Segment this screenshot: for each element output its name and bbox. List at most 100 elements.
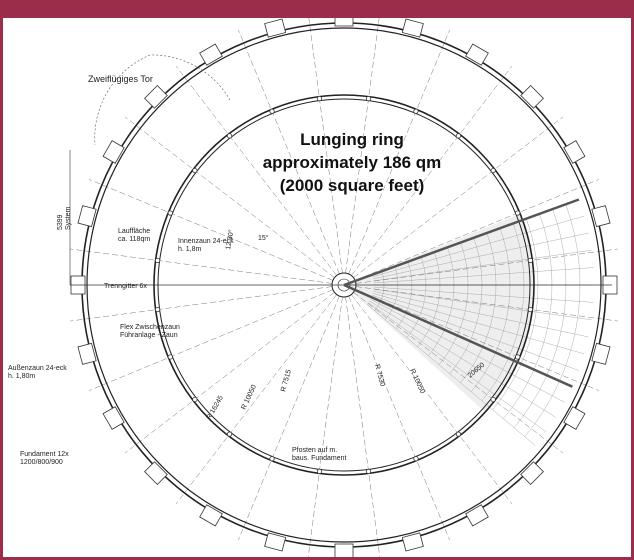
- inner-post: [269, 108, 275, 114]
- inner-post: [316, 96, 323, 102]
- inner-post: [413, 108, 419, 114]
- inner-post: [365, 96, 372, 102]
- inner-post: [316, 468, 323, 474]
- post: [591, 342, 611, 365]
- spoke: [351, 65, 513, 276]
- post: [465, 504, 489, 527]
- spoke: [175, 65, 337, 276]
- spoke: [238, 29, 340, 275]
- spoke: [70, 286, 333, 322]
- post: [264, 18, 287, 38]
- label: baus. Fundament: [292, 455, 347, 462]
- hatch: [374, 271, 385, 311]
- hatch: [406, 256, 427, 338]
- post: [144, 85, 168, 109]
- spoke: [355, 286, 618, 322]
- label: 12,30°: [224, 229, 235, 251]
- hatch: [513, 209, 567, 428]
- post: [334, 543, 354, 557]
- inner-post: [455, 133, 462, 139]
- inner-post: [167, 210, 173, 216]
- divider: [343, 198, 580, 287]
- label: 15°: [258, 234, 269, 242]
- hatch: [395, 261, 413, 329]
- hatch: [524, 204, 581, 437]
- post: [77, 342, 97, 365]
- spoke: [351, 294, 513, 505]
- label: Innenzaun 24-eck: [178, 238, 234, 245]
- post: [102, 406, 125, 430]
- hatch: [366, 304, 536, 446]
- caption: Lunging ring: [300, 130, 404, 149]
- inner-post: [155, 306, 161, 313]
- hatch: [373, 250, 592, 282]
- label: Flex Zwischenzaun: [120, 324, 180, 331]
- inner-post: [365, 468, 372, 474]
- caption: approximately 186 qm: [263, 153, 442, 172]
- spoke: [355, 248, 618, 284]
- label: R 10050: [408, 368, 426, 395]
- spoke: [238, 295, 340, 541]
- inner-post: [515, 354, 521, 360]
- inner-post: [192, 396, 198, 403]
- post: [334, 18, 354, 27]
- hatch: [428, 247, 455, 356]
- label: System: [65, 206, 72, 230]
- label: 5399: [57, 214, 64, 230]
- spoke: [354, 289, 600, 391]
- label: Trenngitter 6x: [104, 283, 147, 290]
- label: Zweiflügiges Tor: [88, 74, 153, 84]
- post: [591, 205, 611, 228]
- post: [401, 18, 424, 38]
- post: [102, 140, 125, 164]
- post: [77, 205, 97, 228]
- label: R 7530: [373, 364, 386, 388]
- hatch: [372, 293, 585, 355]
- inner-post: [155, 257, 161, 264]
- label: 1200/800/900: [20, 459, 63, 466]
- inner-post: [527, 257, 533, 264]
- label: Außenzaun 24-eck: [8, 365, 67, 372]
- inner-post: [226, 133, 233, 139]
- hatch: [373, 291, 589, 338]
- spoke: [353, 116, 564, 278]
- inner-post: [490, 167, 496, 174]
- spoke: [348, 295, 450, 541]
- spoke: [307, 296, 343, 557]
- inner-post: [490, 396, 496, 403]
- inner-post: [413, 456, 419, 462]
- divider: [343, 283, 573, 388]
- drawing: Lunging ring approximately 186 qm (2000 …: [3, 18, 631, 557]
- label: R 16245: [206, 394, 225, 421]
- label: Führanlage - Zaun: [120, 332, 178, 339]
- hatch-sector: [344, 213, 535, 413]
- hatch: [449, 237, 483, 374]
- label: R 10050: [240, 384, 258, 411]
- inner-post: [192, 167, 198, 174]
- hatch: [372, 215, 585, 277]
- spoke: [175, 294, 337, 505]
- label: Fundament 12x: [20, 451, 69, 458]
- spoke: [354, 179, 600, 281]
- hatch: [373, 288, 592, 320]
- label: h. 1,8m: [178, 246, 202, 253]
- label: R 7515: [280, 369, 293, 393]
- hatch: [417, 252, 441, 347]
- spoke: [308, 18, 343, 274]
- post: [264, 532, 287, 552]
- hatch: [373, 232, 589, 279]
- spoke: [353, 292, 564, 454]
- gate: [94, 54, 231, 146]
- inner-post: [269, 456, 275, 462]
- spoke: [124, 116, 335, 278]
- post: [199, 43, 223, 66]
- hatch: [503, 213, 553, 419]
- post: [465, 43, 489, 66]
- hatch: [373, 267, 594, 284]
- hatch: [471, 228, 511, 392]
- label: h. 1,80m: [8, 373, 35, 380]
- spoke: [88, 179, 334, 281]
- spoke: [348, 29, 450, 275]
- hatch: [481, 223, 525, 401]
- spoke: [88, 289, 334, 391]
